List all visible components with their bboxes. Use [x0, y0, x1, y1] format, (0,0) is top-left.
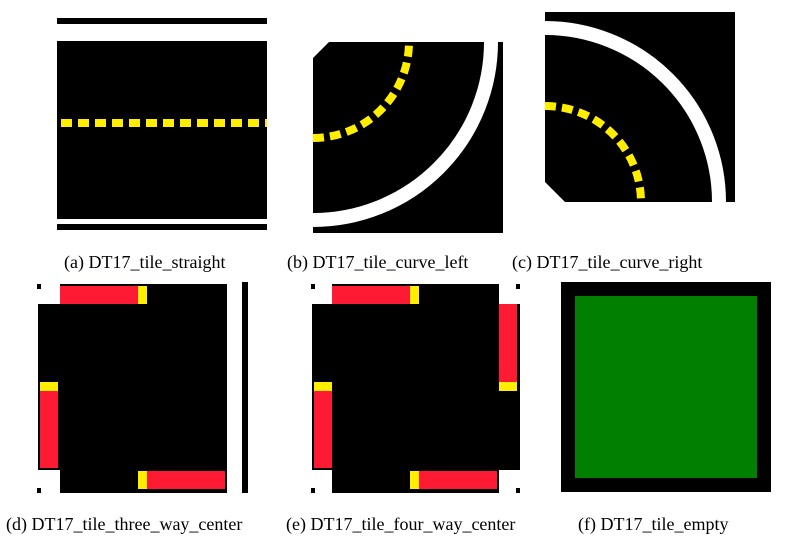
- caption-tile-empty: (f) DT17_tile_empty: [578, 514, 729, 534]
- corner-white-cut: [545, 182, 565, 202]
- tile-curve-right-image: [545, 12, 735, 202]
- caption-tile-three-way-center: (d) DT17_tile_three_way_center: [6, 514, 243, 534]
- top-edge-line: [57, 18, 267, 24]
- corner-dot: [311, 488, 315, 493]
- bottom-edge-line: [57, 224, 267, 230]
- outer-white-arc: [313, 42, 498, 227]
- road-surface: [545, 12, 735, 202]
- left-stop-line: [314, 390, 332, 468]
- caption-tile-curve-right: (c) DT17_tile_curve_right: [512, 252, 703, 272]
- center-dashed-curve: [313, 42, 413, 142]
- corner-dot: [516, 488, 520, 493]
- tile-three-way-center-image: [37, 282, 248, 493]
- corner-dot: [37, 284, 41, 289]
- right-stop-line: [499, 304, 517, 382]
- right-edge-line: [242, 282, 248, 493]
- top-stop-line: [332, 286, 410, 304]
- right-stop-yellow: [499, 382, 517, 391]
- road-horizontal: [312, 304, 520, 470]
- corner-dot: [37, 488, 41, 493]
- corner-dot: [311, 284, 315, 289]
- grass-area: [575, 296, 757, 478]
- caption-tile-straight: (a) DT17_tile_straight: [64, 252, 226, 272]
- tile-four-way-center-image: [311, 284, 520, 493]
- left-stop-yellow: [40, 382, 58, 391]
- left-stop-line: [40, 390, 58, 468]
- road-surface: [57, 41, 267, 219]
- bottom-stop-line: [419, 471, 497, 489]
- left-stop-yellow: [314, 382, 332, 391]
- top-stop-line: [60, 286, 138, 304]
- caption-tile-four-way-center: (e) DT17_tile_four_way_center: [286, 514, 516, 534]
- top-stop-yellow: [138, 286, 147, 304]
- center-dashed-curve: [545, 102, 645, 202]
- tile-straight-image: [57, 18, 267, 230]
- corner-white-cut: [313, 42, 329, 58]
- outer-white-arc: [545, 21, 726, 202]
- bottom-stop-line: [147, 471, 225, 489]
- tile-empty-image: [561, 282, 771, 492]
- bottom-stop-yellow: [410, 471, 419, 489]
- road-surface: [60, 284, 227, 493]
- top-stop-yellow: [410, 286, 419, 304]
- tile-curve-left-image: [313, 42, 503, 233]
- caption-tile-curve-left: (b) DT17_tile_curve_left: [287, 252, 469, 272]
- corner-dot: [516, 284, 520, 289]
- bottom-stop-yellow: [138, 471, 147, 489]
